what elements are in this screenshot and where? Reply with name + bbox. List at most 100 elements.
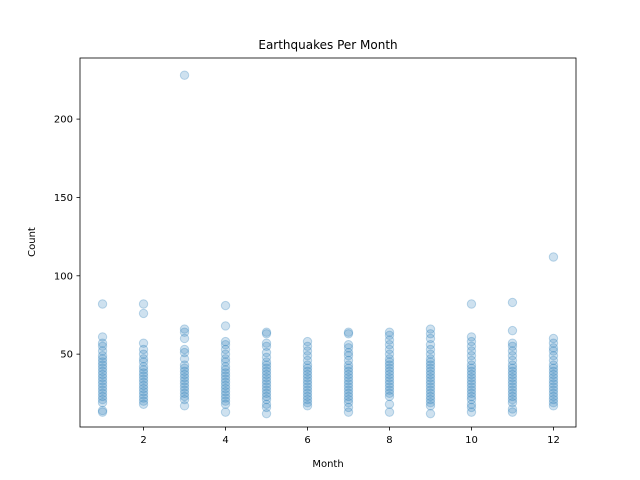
data-point bbox=[97, 354, 108, 364]
data-point bbox=[261, 388, 272, 399]
data-point bbox=[261, 363, 272, 373]
data-point bbox=[384, 391, 395, 402]
data-point bbox=[466, 360, 477, 370]
data-point bbox=[138, 371, 149, 381]
data-point bbox=[97, 351, 108, 361]
data-point bbox=[220, 340, 231, 350]
data-point bbox=[138, 299, 149, 309]
data-point bbox=[343, 382, 354, 392]
data-point bbox=[425, 354, 436, 364]
data-point bbox=[425, 360, 436, 370]
data-point bbox=[384, 372, 395, 383]
data-point bbox=[384, 330, 395, 341]
data-point bbox=[302, 391, 313, 402]
data-point bbox=[343, 327, 354, 337]
data-point bbox=[179, 394, 190, 405]
data-point bbox=[384, 385, 395, 395]
data-point bbox=[425, 398, 436, 408]
data-point bbox=[507, 382, 518, 392]
data-point bbox=[466, 402, 477, 413]
data-point bbox=[548, 351, 559, 361]
data-point bbox=[548, 388, 559, 399]
data-point bbox=[466, 341, 477, 352]
data-point bbox=[425, 401, 436, 411]
data-point bbox=[220, 380, 231, 391]
data-point bbox=[138, 377, 149, 388]
data-point bbox=[179, 376, 190, 386]
data-point bbox=[425, 391, 436, 402]
data-point bbox=[179, 324, 190, 334]
data-point bbox=[97, 357, 108, 367]
data-point bbox=[261, 372, 272, 383]
data-point bbox=[302, 372, 313, 383]
data-point bbox=[343, 369, 354, 380]
data-point bbox=[384, 357, 395, 367]
data-point bbox=[548, 346, 559, 356]
data-point bbox=[425, 369, 436, 380]
x-tick-label: 8 bbox=[386, 435, 392, 446]
points-layer bbox=[97, 70, 559, 419]
data-point bbox=[97, 363, 108, 373]
data-point bbox=[507, 360, 518, 370]
data-point bbox=[261, 341, 272, 352]
data-point bbox=[343, 379, 354, 389]
data-point bbox=[261, 338, 272, 348]
data-point bbox=[548, 366, 559, 377]
data-point bbox=[261, 347, 272, 358]
data-point bbox=[425, 366, 436, 377]
data-point bbox=[97, 360, 108, 370]
data-point bbox=[138, 338, 149, 348]
data-point bbox=[343, 394, 354, 405]
data-point bbox=[302, 363, 313, 373]
data-point bbox=[179, 327, 190, 337]
data-point bbox=[261, 352, 272, 362]
data-point bbox=[302, 351, 313, 361]
data-point bbox=[302, 385, 313, 395]
y-tick-label: 150 bbox=[54, 193, 73, 204]
data-point bbox=[384, 388, 395, 399]
data-point bbox=[384, 382, 395, 392]
data-point bbox=[466, 376, 477, 386]
data-point bbox=[220, 354, 231, 364]
data-point bbox=[97, 407, 108, 417]
data-point bbox=[425, 329, 436, 339]
data-point bbox=[302, 394, 313, 405]
data-point bbox=[261, 360, 272, 370]
x-tick-label: 2 bbox=[140, 435, 146, 446]
data-point bbox=[138, 390, 149, 400]
data-point bbox=[384, 376, 395, 386]
data-point bbox=[507, 385, 518, 395]
data-point bbox=[343, 360, 354, 370]
data-point bbox=[302, 360, 313, 370]
data-point bbox=[507, 363, 518, 373]
data-point bbox=[343, 343, 354, 353]
data-point bbox=[97, 369, 108, 380]
data-point bbox=[466, 372, 477, 383]
data-point bbox=[220, 365, 231, 375]
data-point bbox=[97, 372, 108, 383]
data-point bbox=[220, 357, 231, 367]
data-point bbox=[97, 391, 108, 402]
data-point bbox=[97, 394, 108, 405]
data-point bbox=[220, 374, 231, 384]
data-point bbox=[507, 394, 518, 405]
data-point bbox=[343, 402, 354, 413]
data-point bbox=[425, 379, 436, 389]
data-point bbox=[261, 366, 272, 377]
data-point bbox=[466, 363, 477, 373]
data-point bbox=[97, 382, 108, 392]
data-point bbox=[302, 355, 313, 366]
data-point bbox=[343, 340, 354, 350]
data-point bbox=[466, 366, 477, 377]
data-point bbox=[97, 388, 108, 399]
data-point bbox=[97, 379, 108, 389]
x-axis-label: Month bbox=[312, 459, 343, 470]
data-point bbox=[507, 407, 518, 417]
data-point bbox=[261, 402, 272, 413]
data-point bbox=[220, 387, 231, 397]
data-point bbox=[507, 404, 518, 414]
data-point bbox=[220, 399, 231, 409]
data-point bbox=[466, 351, 477, 361]
data-point bbox=[548, 372, 559, 383]
data-point bbox=[466, 369, 477, 380]
